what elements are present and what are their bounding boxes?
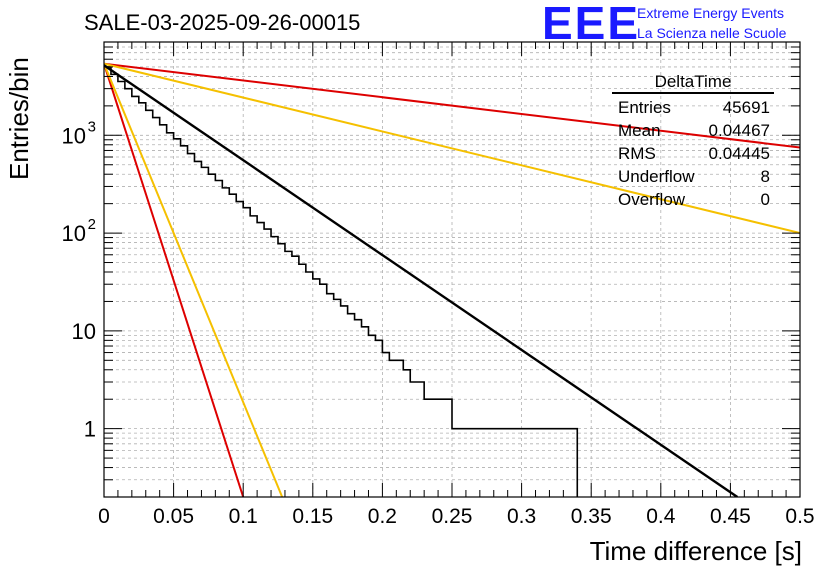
x-tick-label: 0.2 [368, 505, 397, 528]
fit-line-yellow-shallow [104, 62, 800, 235]
stats-row-underflow: Underflow 8 [618, 167, 770, 186]
stats-row-mean: Mean 0.04467 [618, 121, 770, 140]
x-tick-label: 0.35 [571, 505, 612, 528]
y-tick-exponent: 2 [88, 216, 96, 233]
logo-line-2: La Scienza nelle Scuole [637, 25, 787, 41]
chart-title: SALE-03-2025-09-26-00015 [84, 10, 361, 35]
stats-title: DeltaTime [612, 72, 774, 94]
x-tick-label: 0.4 [646, 505, 676, 528]
y-tick-label: 10 [62, 221, 86, 246]
fit-line-black-fit [104, 64, 739, 497]
eee-logo: EEE [542, 0, 641, 49]
y-axis-label: Entries/bin [4, 57, 34, 180]
y-tick-label: 10 [72, 319, 96, 344]
fit-line-red-steep [104, 63, 245, 497]
stats-box: DeltaTime Entries 45691 Mean 0.04467 RMS 0.… [612, 72, 774, 211]
x-tick-label: 0.3 [507, 505, 536, 528]
y-tick-exponent: 3 [88, 118, 96, 135]
fit-line-yellow-steep [104, 63, 284, 497]
x-tick-label: 0.5 [785, 505, 814, 528]
x-tick-label: 0.15 [292, 505, 333, 528]
y-tick-label: 1 [84, 417, 96, 442]
stats-row-entries: Entries 45691 [618, 98, 770, 117]
x-tick-label: 0.45 [710, 505, 751, 528]
x-tick-label: 0.05 [153, 505, 194, 528]
stats-row-overflow: Overflow 0 [618, 190, 770, 209]
x-tick-label: 0.25 [432, 505, 473, 528]
y-tick-label: 10 [62, 123, 86, 148]
histogram-deltatime [104, 66, 579, 497]
fit-line-red-shallow [104, 62, 800, 149]
x-tick-label: 0.1 [229, 505, 258, 528]
stats-row-rms: RMS 0.04445 [618, 144, 770, 163]
x-tick-label: 0 [98, 505, 110, 528]
logo-line-1: Extreme Energy Events [637, 5, 785, 21]
x-axis-label: Time difference [s] [589, 536, 802, 566]
